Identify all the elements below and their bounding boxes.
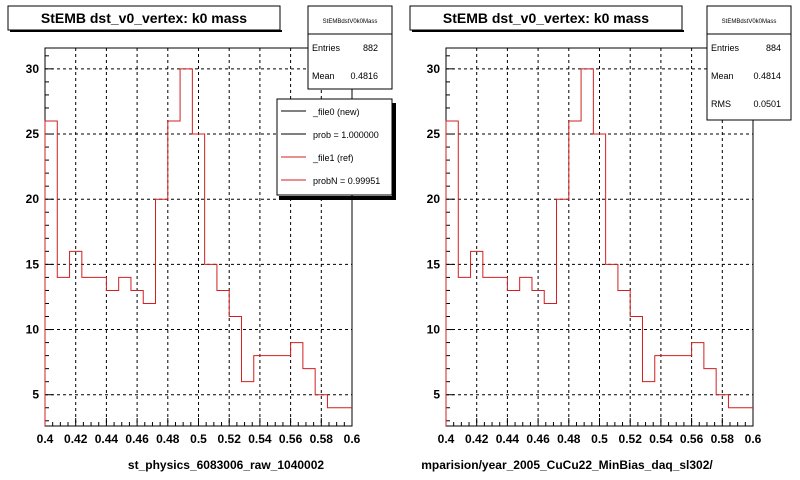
right-stats-rms-value: 0.0501 [753, 99, 781, 109]
right-x-tick-label-7: 0.54 [649, 432, 673, 446]
left-x-tick-label-7: 0.54 [248, 432, 272, 446]
left-x-tick-label-3: 0.46 [125, 432, 149, 446]
right-x-tick-label-8: 0.56 [680, 432, 704, 446]
right-stats-entries-value: 884 [766, 43, 781, 53]
right-x-tick-label-6: 0.52 [619, 432, 643, 446]
left-y-tick-label-1: 10 [26, 323, 40, 337]
right-y-tick-label-5: 30 [427, 62, 441, 76]
left-x-tick-label-8: 0.56 [279, 432, 303, 446]
legend-label-1: prob = 1.000000 [313, 130, 379, 140]
left-x-tick-label-2: 0.44 [95, 432, 119, 446]
left-x-tick-label-10: 0.6 [344, 432, 361, 446]
left-title-shadow [10, 30, 282, 32]
right-histogram-series-0 [445, 68, 753, 426]
left-x-axis-label: st_physics_6083006_raw_1040002 [128, 458, 324, 472]
left-y-tick-label-5: 30 [26, 62, 40, 76]
right-x-axis-label: mparision/year_2005_CuCu22_MinBias_daq_s… [421, 458, 713, 472]
right-x-tick-label-9: 0.58 [711, 432, 735, 446]
right-y-tick-label-0: 5 [433, 388, 440, 402]
legend-label-0: _file0 (new) [312, 107, 360, 117]
left-x-tick-label-0: 0.4 [37, 432, 54, 446]
right-stats-mean-label: Mean [711, 71, 734, 81]
left-y-tick-label-4: 25 [26, 127, 40, 141]
right-y-tick-label-2: 15 [427, 257, 441, 271]
left-y-tick-label-2: 15 [26, 257, 40, 271]
left-stats-entries-label: Entries [312, 43, 341, 53]
legend-label-2: _file1 (ref) [312, 153, 354, 163]
left-stats-entries-value: 882 [363, 43, 378, 53]
right-x-tick-label-1: 0.42 [465, 432, 489, 446]
right-title-shadow [412, 30, 684, 32]
left-x-tick-label-9: 0.58 [310, 432, 334, 446]
left-stats-mean-value: 0.4816 [350, 71, 378, 81]
left-stats-mean-label: Mean [312, 71, 335, 81]
legend-shadow [392, 103, 396, 196]
right-x-tick-label-10: 0.6 [745, 432, 762, 446]
right-y-tick-label-3: 20 [427, 192, 441, 206]
right-x-tick-label-3: 0.46 [526, 432, 550, 446]
right-stats-entries-label: Entries [711, 43, 740, 53]
right-y-tick-label-4: 25 [427, 127, 441, 141]
left-histogram-series-0 [44, 68, 352, 426]
right-y-tick-label-1: 10 [427, 323, 441, 337]
right-panel: StEMB dst_v0_vertex: k0 mass 0.4 0.42 0.44… [409, 5, 792, 472]
left-x-tick-label-6: 0.52 [218, 432, 242, 446]
right-plot-title: StEMB dst_v0_vertex: k0 mass [443, 10, 649, 26]
right-stats-mean-value: 0.4814 [753, 71, 781, 81]
right-stats-title: StEMBdstV0k0Mass [722, 19, 777, 25]
right-x-tick-label-0: 0.4 [438, 432, 455, 446]
left-stats-box: StEMBdstV0k0Mass Entries 882 Mean 0.4816 [307, 5, 393, 90]
left-y-tick-label-3: 20 [26, 192, 40, 206]
right-title-box [409, 5, 683, 31]
left-plot-area: 0.4 0.42 0.44 0.46 0.48 0.5 0.52 0.54 0.56 0.58 0.… [26, 47, 361, 446]
left-y-tick-label-0: 5 [32, 388, 39, 402]
left-legend: _file0 (new) prob = 1.000000 _file1 (ref… [276, 98, 396, 200]
right-x-tick-label-4: 0.48 [557, 432, 581, 446]
legend-label-3: probN = 0.99951 [313, 176, 380, 186]
legend-shadow-bottom [279, 196, 396, 200]
left-x-tick-label-1: 0.42 [64, 432, 88, 446]
left-panel: StEMB dst_v0_vertex: k0 mass 0.4 0.42 0.44… [7, 5, 396, 472]
right-stats-rms-label: RMS [711, 99, 731, 109]
right-stats-box: StEMBdstV0k0Mass Entries 884 Mean 0.4814… [706, 5, 792, 121]
right-x-tick-label-5: 0.5 [591, 432, 608, 446]
left-title-box [7, 5, 281, 31]
legend-box [276, 98, 393, 196]
left-x-tick-label-5: 0.5 [190, 432, 207, 446]
left-plot-title: StEMB dst_v0_vertex: k0 mass [41, 10, 247, 26]
right-x-tick-label-2: 0.44 [496, 432, 520, 446]
left-stats-title: StEMBdstV0k0Mass [323, 19, 378, 25]
left-x-tick-label-4: 0.48 [156, 432, 180, 446]
